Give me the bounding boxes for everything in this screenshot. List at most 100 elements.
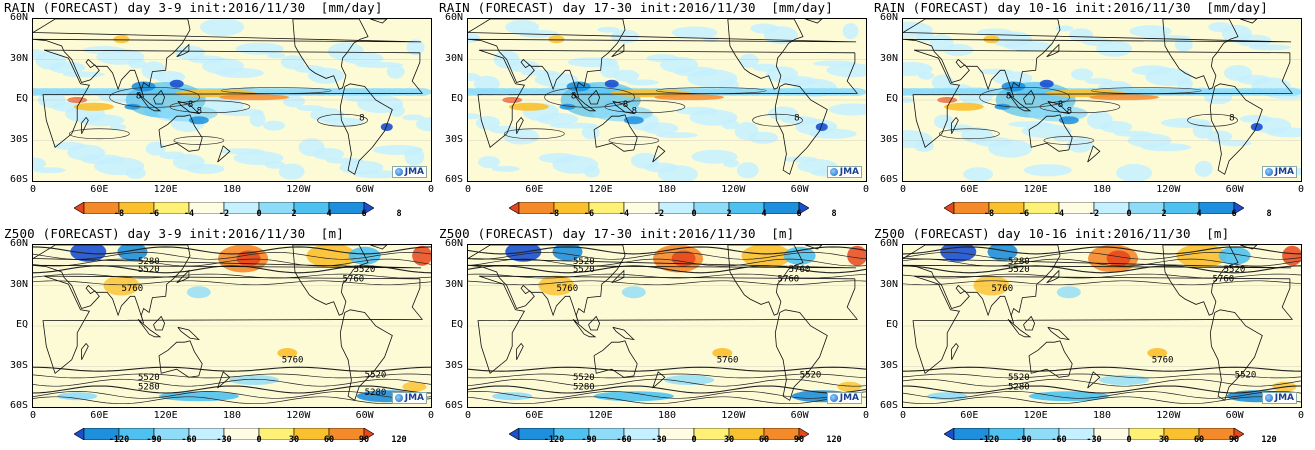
- contour-label: 8: [359, 113, 364, 123]
- lon-label: 120E: [1023, 410, 1048, 421]
- lon-label: 120W: [1156, 410, 1181, 421]
- colorbar-tick-label: 60: [1193, 435, 1205, 445]
- panel-title: Z500 (FORECAST) day 10-16 init:2016/11/3…: [874, 226, 1230, 241]
- rain-panel-day10-16: RAIN (FORECAST) day 10-16 init:2016/11/3…: [870, 0, 1304, 219]
- contour-label: 5760: [717, 355, 739, 365]
- jma-logo-text: JMA: [1274, 167, 1294, 177]
- contour-label: 5760: [789, 265, 811, 275]
- contour-label: 5520: [365, 370, 387, 380]
- colorbar: [73, 425, 375, 441]
- contour-label: 8: [188, 100, 193, 110]
- jma-logo: JMA: [826, 392, 862, 404]
- lon-label: 120W: [286, 410, 311, 421]
- lon-label: 180: [222, 410, 242, 421]
- lat-label: EQ: [885, 93, 898, 104]
- colorbar-tick-label: -8: [983, 209, 995, 219]
- contour-label: 5520: [800, 370, 822, 380]
- jma-logo-text: JMA: [839, 167, 859, 177]
- contour-label: 5760: [556, 284, 578, 294]
- colorbar-tick-label: -8: [548, 209, 560, 219]
- lat-label: 30S: [879, 133, 898, 145]
- colorbar-tick-label: -30: [1086, 435, 1102, 445]
- lat-label: EQ: [15, 319, 28, 330]
- z500-panel-day10-16: Z500 (FORECAST) day 10-16 init:2016/11/3…: [870, 226, 1304, 445]
- contour-label: 5280: [1008, 382, 1030, 392]
- lat-label: 30S: [444, 133, 463, 145]
- lon-label: 60E: [90, 184, 109, 195]
- colorbar-tick-label: 90: [358, 435, 370, 445]
- colorbar-tick-label: 90: [793, 435, 805, 445]
- colorbar-swatch: [223, 201, 260, 215]
- lon-label: 60W: [1225, 410, 1244, 421]
- colorbar-tick-label: -6: [583, 209, 595, 219]
- lat-label: EQ: [15, 93, 28, 104]
- lat-label: 60N: [9, 12, 28, 23]
- jma-logo-text: JMA: [404, 167, 424, 177]
- colorbar-tick-label: 6: [796, 209, 802, 219]
- contour-label: 5520: [138, 373, 160, 383]
- contour-label: 5760: [282, 355, 304, 365]
- jma-logo: JMA: [1261, 392, 1297, 404]
- colorbar-swatch: [363, 201, 375, 215]
- colorbar-tick-label: 8: [831, 209, 837, 219]
- contour-label: 5280: [573, 382, 595, 392]
- contour-label: 5760: [1152, 355, 1174, 365]
- lon-label: 120W: [721, 184, 746, 195]
- rain-panel-day17-30: RAIN (FORECAST) day 17-30 init:2016/11/3…: [435, 0, 869, 219]
- colorbar-tick-label: 60: [758, 435, 770, 445]
- rain-map: 8 8 8 8 JMA: [32, 18, 432, 182]
- lat-label: 60S: [879, 400, 898, 411]
- jma-logo: JMA: [391, 166, 427, 178]
- colorbar-swatch: [1233, 201, 1245, 215]
- colorbar-swatch: [328, 201, 365, 215]
- colorbar-swatch: [1198, 201, 1235, 215]
- lon-label: 120W: [721, 410, 746, 421]
- colorbar-swatch: [73, 427, 85, 441]
- panel-title: Z500 (FORECAST) day 17-30 init:2016/11/3…: [439, 226, 795, 241]
- colorbar-swatch: [798, 427, 810, 441]
- colorbar-swatch: [943, 201, 955, 215]
- contour-label: 5760: [991, 284, 1013, 294]
- lat-label: 30S: [879, 359, 898, 371]
- colorbar-tick-label: -120: [978, 435, 1000, 445]
- contour-label: 5760: [1213, 274, 1235, 284]
- colorbar-tick-label: 2: [291, 209, 297, 219]
- colorbar-swatch: [943, 427, 955, 441]
- contour-label: 5760: [778, 274, 800, 284]
- lat-label: 60S: [879, 174, 898, 185]
- lat-label: 60S: [9, 174, 28, 185]
- contour-label: 8: [197, 107, 202, 117]
- colorbar-tick-label: -90: [581, 435, 597, 445]
- colorbar-tick-label: -4: [183, 209, 195, 219]
- colorbar-swatch: [258, 201, 295, 215]
- colorbar-tick-label: -2: [653, 209, 665, 219]
- z500-map: 5280 5520 5520 5760 5760 5760 5520 5280 5520 5280…: [32, 244, 432, 408]
- colorbar-tick-label: -4: [1053, 209, 1065, 219]
- contour-label: 8: [136, 92, 141, 102]
- lat-label: 60N: [444, 238, 463, 249]
- rain-panel-day3-9: RAIN (FORECAST) day 3-9 init:2016/11/30 …: [0, 0, 434, 219]
- colorbar-swatch: [658, 201, 695, 215]
- colorbar-tick-label: -120: [543, 435, 565, 445]
- lon-label: 0: [464, 410, 472, 421]
- lat-label: 30N: [444, 278, 463, 290]
- colorbar-tick-label: 4: [326, 209, 332, 219]
- colorbar-tick-label: 120: [1261, 435, 1277, 445]
- colorbar-swatch: [508, 201, 520, 215]
- panel-title: RAIN (FORECAST) day 3-9 init:2016/11/30 …: [4, 0, 383, 15]
- colorbar-tick-label: 120: [826, 435, 842, 445]
- lon-label: 0: [29, 184, 37, 195]
- lon-label: 60W: [790, 410, 809, 421]
- colorbar-tick-label: 6: [361, 209, 367, 219]
- colorbar-tick-label: 2: [1161, 209, 1167, 219]
- lon-label: 60E: [960, 184, 979, 195]
- z500-panel-day3-9: Z500 (FORECAST) day 3-9 init:2016/11/30 …: [0, 226, 434, 445]
- contour-label: 5760: [121, 284, 143, 294]
- colorbar-tick-label: 0: [1126, 209, 1132, 219]
- lon-label: 60W: [355, 410, 374, 421]
- lon-label: 120W: [286, 184, 311, 195]
- colorbar-swatch: [1093, 201, 1130, 215]
